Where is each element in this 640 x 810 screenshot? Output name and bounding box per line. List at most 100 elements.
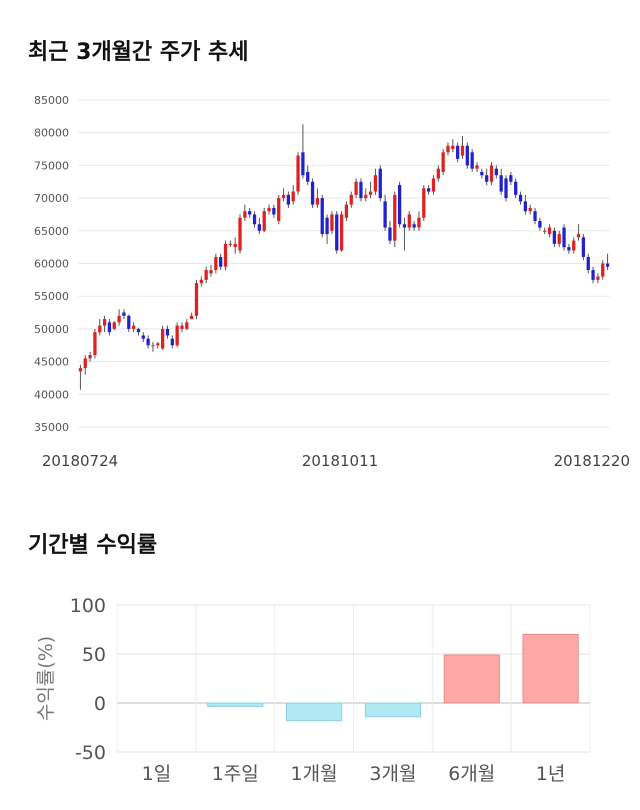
candle-grid [78,99,610,428]
candle-body [349,194,353,205]
candle-body [194,283,199,316]
candle-body [354,181,358,195]
candle-body [277,198,281,221]
candle-body [431,178,436,192]
candle-body [514,181,518,195]
bar-y-tick-label: 100 [70,595,106,617]
bar-x-axis: 1일 1주일 1개월 3개월 6개월 1년 [142,763,566,785]
candle-body [523,201,528,212]
bar-y-axis: -50 0 50 100 [70,595,106,764]
candle-body [552,230,557,244]
candle-body [156,343,160,346]
candle-body [296,155,300,192]
candle-body [204,270,208,280]
candle-body [262,211,266,231]
bar-x-tick-label: 3개월 [369,763,416,785]
candle-body [456,145,460,159]
candle-body [320,198,324,235]
candle-y-tick-label: 85000 [34,94,69,107]
candle-body [146,338,150,346]
candle-body [359,181,363,199]
candle-body [248,211,252,215]
candle-body [446,145,450,153]
bar-y-axis-label: 수익률(%) [35,636,57,721]
candle-body [175,325,179,346]
candle-body [605,263,610,267]
candle-y-tick-label: 45000 [34,356,69,369]
candle-body [301,152,305,176]
candle-body [422,188,426,218]
candle-body [586,256,590,271]
candle-body [572,240,576,251]
candle-body [170,338,174,346]
candle-body [470,152,474,169]
candle-body [407,214,411,228]
candle-body [281,194,286,199]
candle-body [185,322,189,329]
candle-y-tick-label: 55000 [34,290,69,303]
candle-body [465,145,469,166]
candle-body [98,325,102,333]
candle-body [102,319,107,326]
candle-body [417,217,421,228]
candle-body [547,227,552,235]
candle-body [475,165,479,169]
candle-body [480,171,484,176]
candle-body [88,355,92,359]
bar [443,654,500,704]
candle-body [136,328,141,333]
candle-body [489,165,494,182]
candle-body [412,224,416,228]
candle-body [243,211,247,218]
candle-body [533,211,537,221]
candle-body [591,270,595,280]
candle-y-tick-label: 40000 [34,388,69,401]
candle-body [436,168,440,179]
candle-body [596,276,600,280]
bar [285,702,343,722]
candle-body [581,237,586,257]
candle-y-axis: 35000 40000 45000 50000 55000 60000 65000 70000… [34,94,69,434]
candle-body [562,227,566,248]
candle-body [291,191,295,202]
candle-x-axis: 20180724 20181011 20181220 [42,452,630,470]
candle-body [223,243,228,267]
candle-body [344,204,349,218]
candle-body [286,194,291,205]
candle-body [504,178,508,199]
candle-body [383,201,387,228]
candle-body [219,256,223,267]
candle-body [576,234,581,238]
candle-body [460,145,465,156]
candle-body [426,188,431,192]
candle-body [601,263,605,277]
candle-body [388,227,392,241]
candle-body [78,368,83,372]
candle-body [335,214,339,251]
candlestick-chart: 35000 40000 45000 50000 55000 60000 65000 70000… [34,94,630,470]
candles [78,124,610,390]
candle-body [165,328,170,336]
price-trend-title: 최근 3개월간 주가 추세 [28,40,249,65]
candle-body [160,328,165,349]
candle-body [151,345,155,347]
bar-x-tick-label: 6개월 [448,763,495,785]
candle-y-tick-label: 65000 [34,225,69,238]
candle-body [107,322,112,333]
candle-body [252,214,257,225]
candle-body [141,335,145,339]
candle-body [330,214,334,231]
bar-x-tick-label: 1일 [142,763,172,785]
candle-body [306,171,310,182]
candle-body [441,152,445,172]
candle-body [364,194,368,199]
candle-body [509,175,513,182]
candle-body [93,332,97,356]
candle-body [485,175,489,182]
bar [364,702,422,718]
candle-body [310,181,315,205]
bar-y-tick-label: 50 [82,644,106,666]
candle-body [233,243,237,248]
candle-body [122,312,126,316]
candle-body [528,207,532,212]
